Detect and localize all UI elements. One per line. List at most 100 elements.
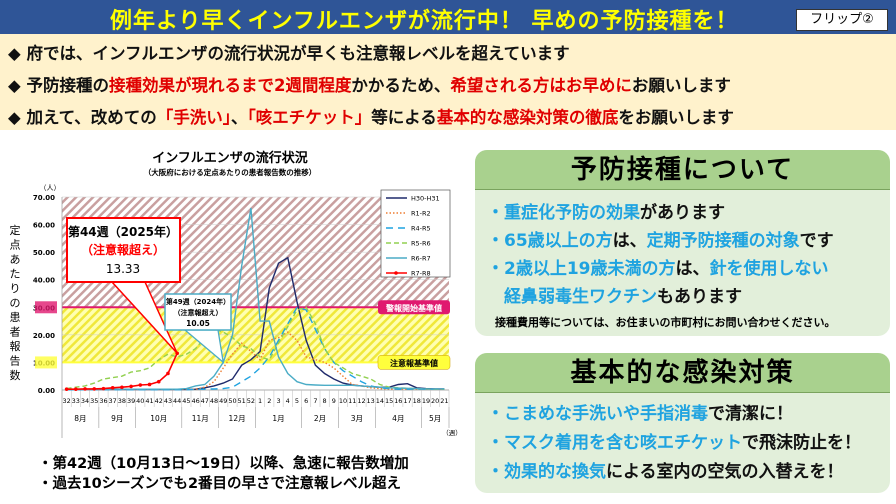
callout-2025-week: 第44週（2025年） [68,224,178,239]
infection-control-title: 基本的な感染対策 [475,353,890,393]
panel-item: ・こまめな手洗いや手指消毒で清潔に！ [487,399,793,424]
x-tick-label: 40 [136,397,144,405]
x-tick-label: 37 [109,397,117,405]
y-tick-label: 20.00 [33,332,55,340]
data-point-r7-r8 [74,387,78,391]
header-bar: 例年より早くインフルエンザが流行中！ 早めの予防接種を！ フリップ② [0,0,896,34]
key-point-text: 「手洗い」 [156,108,232,127]
key-points: ◆ 府では、インフルエンザの流行状況が早くも注意報レベルを超えています ◆ 予防接… [0,34,896,130]
data-point-r7-r8 [166,371,170,376]
panel-item: ・効果的な換気による室内の空気の入替えを！ [487,457,844,482]
y-tick-label: 0.00 [38,387,55,395]
y-axis-label-char: 報 [10,340,21,353]
y-axis-label-char: の [10,297,21,310]
infection-control-panel: 基本的な感染対策 ・こまめな手洗いや手指消毒で清潔に！ ・マスク着用を含む咳エチケ… [475,353,890,493]
y-axis-label-char: 告 [10,355,21,368]
data-point-r7-r8 [138,383,143,387]
data-point-r7-r8 [120,385,124,390]
key-point-text: 希望される方はお早めに [450,76,632,95]
x-tick-label: 47 [201,397,209,405]
panel-item: ・マスク着用を含む咳エチケットで飛沫防止を！ [487,428,861,453]
chart-title: インフルエンザの流行状況 [152,150,308,166]
series-line-r6-r7 [66,207,445,390]
x-tick-label: 4 [286,397,290,405]
x-tick-label: 20 [431,397,439,405]
month-label: 5月 [429,414,441,423]
panel-item-text: ・こまめな手洗いや手指消毒 [487,404,708,424]
panel-item-text: で清潔に！ [708,404,793,424]
series-line-r5-r6 [66,306,445,390]
x-tick-label: 48 [210,397,218,405]
data-point-r7-r8 [83,387,87,391]
callout-2024-week: 第49週（2024年） [166,297,230,306]
y-tick-label: 40.00 [33,277,55,285]
data-point-r7-r8 [64,387,69,391]
threshold-tick-highlight [35,356,57,369]
x-tick-label: 39 [127,397,135,405]
key-point-text: 等による [371,108,437,127]
threshold-label: 警報開始基準値 [385,303,442,313]
month-label: 2月 [314,414,326,423]
month-label: 8月 [74,414,86,423]
threshold-badge [377,355,451,370]
x-tick-label: 51 [238,397,246,405]
panel-item-text: 針を使用しない [709,259,829,279]
panel-item-text: ・効果的な換気 [487,462,606,482]
callout-2024-status: （注意報超え） [174,308,223,317]
x-tick-label: 13 [367,397,375,405]
panel-item-text: です [799,231,834,251]
x-unit: （週） [442,428,460,437]
x-tick-label: 9 [332,397,336,405]
diamond-icon: ◆ [8,108,27,127]
chart-subtitle: （大阪府における定点あたりの患者報告数の推移） [144,167,317,177]
x-tick-label: 43 [164,397,172,405]
panel-item-text: ・65歳以上の方 [487,231,613,251]
panel-item: ・2歳以上19歳未満の方は、針を使用しない [487,254,829,279]
key-point-text: 接種効果が現れるまで2週間程度 [108,76,352,95]
month-label: 12月 [229,414,246,423]
x-tick-label: 50 [228,397,236,405]
key-point: ◆ 府では、インフルエンザの流行状況が早くも注意報レベルを超えています [8,40,570,64]
vaccination-title: 予防接種について [475,150,890,190]
panel-item-text: があります [640,203,725,223]
x-tick-label: 17 [403,397,411,405]
callout-2025-value: 13.33 [106,262,140,276]
x-tick-label: 19 [422,397,430,405]
callout-2025-status: （注意報超え） [81,242,165,257]
y-axis-label-char: 患 [10,311,21,324]
panel-item: ・重症化予防の効果があります [487,198,725,223]
key-point: ◆ 予防接種の接種効果が現れるまで2週間程度かかるため、希望される方はお早めにお… [8,72,731,96]
x-tick-label: 14 [376,397,384,405]
y-axis-label-char: 定 [10,223,21,237]
x-tick-label: 45 [182,397,190,405]
x-tick-label: 32 [62,397,70,405]
x-tick-label: 21 [440,397,448,405]
chart-note: ・第42週（10月13日～19日）以降、急速に報告数増加 [38,456,409,472]
key-point-text: 「咳エチケット」 [247,108,372,127]
x-tick-label: 41 [145,397,153,405]
legend-box [380,189,451,278]
threshold-tick-highlight [35,301,57,314]
page-title: 例年より早くインフルエンザが流行中！ 早めの予防接種を！ [110,9,739,34]
month-label: 3月 [351,414,363,423]
x-tick-label: 10 [339,397,347,405]
key-point-text: 基本的な感染対策の徹底 [436,108,619,127]
y-unit: （人） [40,184,61,192]
y-axis-label-char: あ [10,253,21,266]
y-axis-label-char: た [10,268,21,281]
x-tick-label: 16 [394,397,402,405]
panel-item-text: ・マスク着用を含む咳エチケット [487,433,742,453]
panel-item-text: は、 [675,259,710,279]
threshold-label: 注意報基準値 [390,358,438,368]
key-point-text: 、 [231,108,248,127]
callout-2024-value: 10.05 [186,319,210,328]
key-point-text: をお願いします [618,108,734,127]
y-axis-label-char: 数 [10,369,21,382]
x-tick-label: 34 [81,397,89,405]
month-label: 4月 [392,414,404,423]
x-tick-label: 7 [313,397,317,405]
data-point-r7-r8 [92,387,97,391]
data-point-r7-r8 [156,379,161,384]
data-point-r7-r8 [101,386,106,391]
y-axis-label-char: 点 [10,239,21,252]
